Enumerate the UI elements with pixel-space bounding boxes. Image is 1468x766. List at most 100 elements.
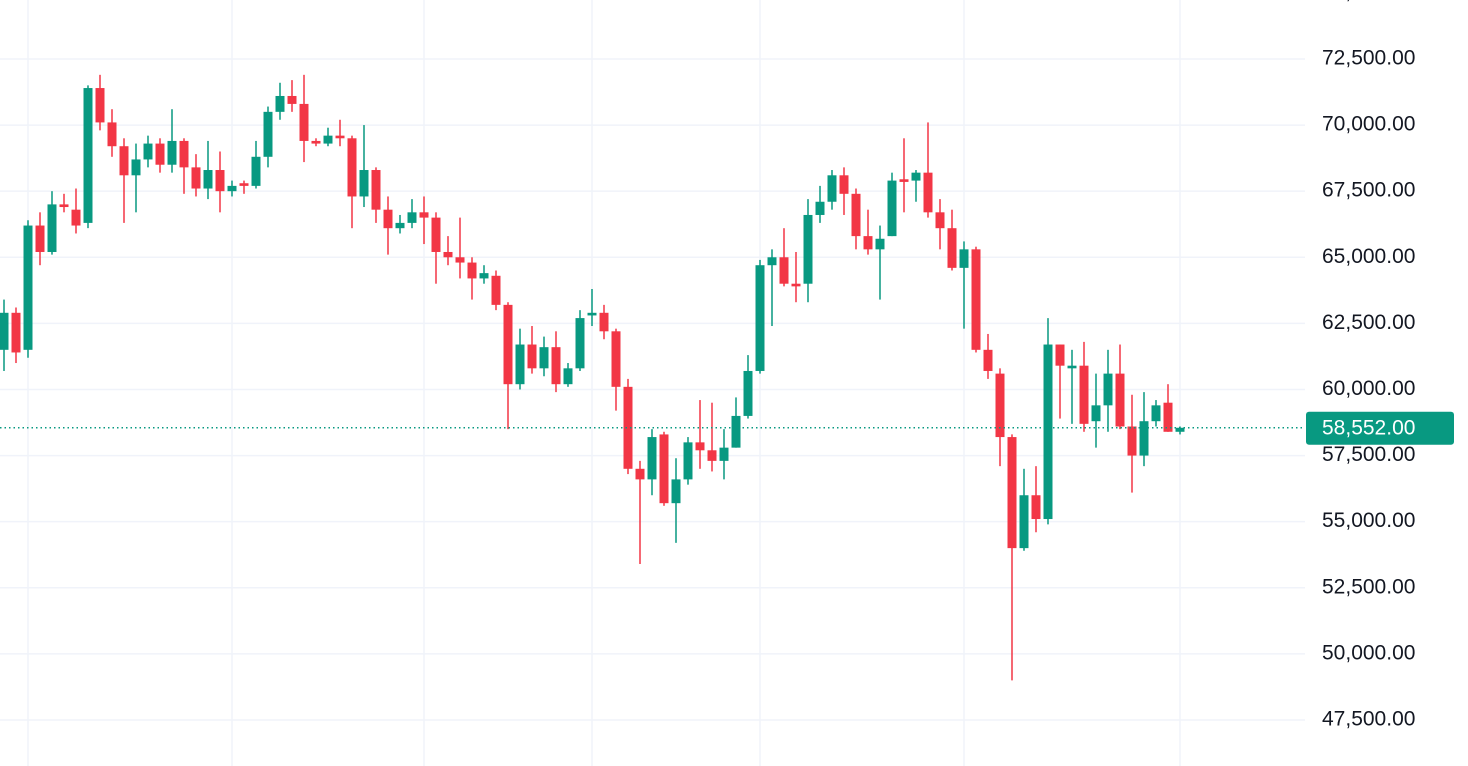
candle-body	[1139, 421, 1149, 456]
candle-body	[1151, 405, 1161, 422]
candle-body	[887, 180, 897, 237]
candle-body	[611, 331, 621, 387]
candle-body	[899, 179, 909, 182]
candle-body	[743, 370, 753, 416]
candle-body	[299, 103, 309, 141]
candle-body	[671, 479, 681, 504]
y-tick-label: 52,500.00	[1322, 575, 1415, 598]
candle-body	[479, 273, 489, 279]
candle-body	[1079, 365, 1089, 424]
candle-body	[551, 347, 561, 385]
y-tick-label: 50,000.00	[1322, 641, 1415, 664]
candle-body	[1067, 365, 1077, 369]
candle-body	[1175, 427, 1185, 432]
candle-body	[443, 251, 453, 258]
candle-body	[0, 312, 9, 350]
candle-body	[263, 111, 273, 157]
candle-body	[131, 159, 141, 176]
y-tick-label: 57,500.00	[1322, 443, 1415, 466]
candle-body	[1091, 405, 1101, 422]
candle-body	[995, 373, 1005, 438]
candle-body	[1007, 437, 1017, 549]
candle-body	[1163, 402, 1173, 432]
candle-body	[1043, 344, 1053, 520]
candle-body	[227, 185, 237, 192]
candle-body	[875, 238, 885, 250]
candle-body	[11, 312, 21, 353]
candle-body	[239, 183, 249, 186]
candle-body	[23, 225, 33, 350]
y-tick-label: 62,500.00	[1322, 311, 1415, 334]
candle-body	[119, 146, 129, 176]
candle-body	[395, 222, 405, 229]
candle-body	[107, 122, 117, 147]
candle-body	[35, 225, 45, 252]
candle-body	[179, 140, 189, 168]
y-tick-label: 47,500.00	[1322, 708, 1415, 731]
y-tick-label: 70,000.00	[1322, 113, 1415, 136]
candle-body	[971, 249, 981, 350]
candle-body	[431, 217, 441, 252]
candle-body	[191, 167, 201, 189]
candle-body	[287, 95, 297, 104]
candle-body	[47, 204, 57, 252]
candle-body	[1055, 344, 1065, 366]
candle-body	[623, 386, 633, 469]
candle-body	[503, 304, 513, 385]
y-tick-label: 60,000.00	[1322, 377, 1415, 400]
candle-body	[71, 209, 81, 226]
candle-body	[791, 283, 801, 287]
candle-body	[335, 135, 345, 139]
candle-body	[215, 170, 225, 192]
candle-body	[647, 437, 657, 480]
candle-body	[851, 193, 861, 237]
candle-body	[563, 368, 573, 385]
candle-body	[1127, 426, 1137, 456]
candle-body	[815, 201, 825, 215]
candle-body	[767, 257, 777, 266]
candle-body	[515, 344, 525, 385]
candle-body	[635, 468, 645, 480]
candle-body	[1019, 495, 1029, 549]
candle-body	[803, 214, 813, 284]
candle-body	[779, 257, 789, 284]
candle-body	[923, 172, 933, 213]
candle-body	[539, 347, 549, 369]
y-tick-label: 65,000.00	[1322, 245, 1415, 268]
y-tick-label: 67,500.00	[1322, 179, 1415, 202]
candle-body	[467, 262, 477, 279]
candle-body	[695, 442, 705, 451]
candle-body	[935, 212, 945, 229]
vertical-grid	[27, 0, 1181, 766]
candle-body	[947, 228, 957, 268]
candle-body	[983, 349, 993, 371]
candle-body	[155, 143, 165, 165]
candle-body	[59, 204, 69, 208]
candle-body	[575, 318, 585, 369]
candle-body	[599, 312, 609, 332]
candle-body	[95, 88, 105, 123]
y-tick-label: 55,000.00	[1322, 509, 1415, 532]
candle-body	[659, 434, 669, 504]
candle-body	[383, 209, 393, 229]
candle-body	[167, 140, 177, 165]
candle-body	[1031, 495, 1041, 520]
last-price-label: 58,552.00	[1322, 416, 1415, 439]
candle-body	[863, 236, 873, 250]
candle-body	[527, 344, 537, 369]
candle-body	[311, 140, 321, 144]
candle-body	[455, 257, 465, 263]
y-tick-label: 75,000.00	[1322, 0, 1415, 3]
candle-body	[347, 138, 357, 197]
candle-body	[755, 265, 765, 371]
y-tick-label: 72,500.00	[1322, 47, 1415, 70]
candle-body	[719, 447, 729, 461]
candle-body	[707, 450, 717, 461]
candle-body	[911, 172, 921, 181]
candle-body	[731, 415, 741, 448]
candle-body	[683, 442, 693, 480]
candle-body	[371, 170, 381, 210]
candle-body	[143, 143, 153, 160]
candle-body	[839, 175, 849, 194]
